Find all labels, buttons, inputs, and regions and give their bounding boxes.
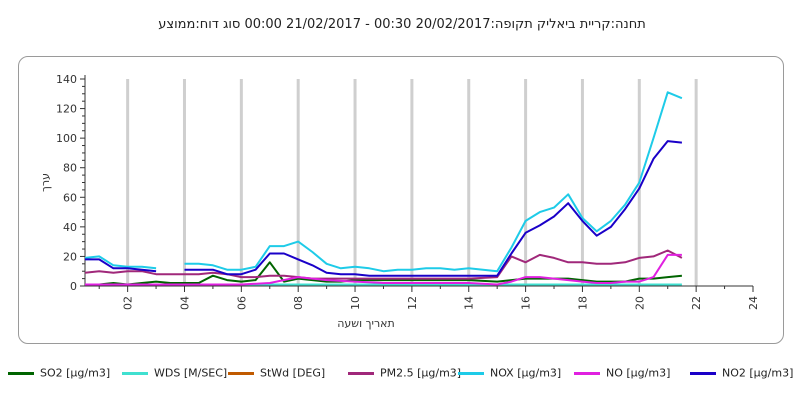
y-tick-label: 120	[56, 103, 77, 116]
x-tick-label: 12	[406, 296, 419, 310]
chart-frame: 0 20 40 60 80 100 120 140 02 04 06 08 10 12 14 16 18 20 22…	[18, 56, 784, 344]
x-tick-label: 16	[520, 296, 533, 310]
y-tick-label: 100	[56, 132, 77, 145]
y-tick-label: 140	[56, 73, 77, 86]
legend-label: NO2 [µg/m3]	[722, 366, 794, 380]
y-tick-label: 0	[70, 280, 77, 293]
x-tick-label: 10	[349, 296, 362, 310]
y-tick-label: 60	[63, 191, 77, 204]
x-tick-label: 02	[122, 296, 135, 310]
page-title: תחנה:קריית ביאליק תקופה:20/02/2017 00:30…	[158, 17, 646, 32]
legend-swatch	[122, 371, 148, 375]
x-tick-label: 22	[690, 296, 703, 310]
y-tick-label: 80	[63, 162, 77, 175]
y-tick-label: 40	[63, 221, 77, 234]
legend-item: WDS [M/SEC]	[122, 366, 227, 382]
y-axis-title: ערך	[39, 173, 52, 192]
x-tick-label: 24	[747, 296, 760, 310]
y-tick-label: 20	[63, 250, 77, 263]
legend-item: SO2 [µg/m3]	[8, 366, 110, 382]
x-tick-label: 06	[235, 296, 248, 310]
legend-label: WDS [M/SEC]	[154, 366, 228, 380]
chart-plot: 0 20 40 60 80 100 120 140 02 04 06 08 10 12 14 16 18 20 22…	[39, 73, 760, 330]
legend-item: StWd [DEG]	[228, 366, 325, 382]
legend-label: PM2.5 [µg/m3]	[380, 366, 462, 380]
chart-legend: SO2 [µg/m3] WDS [M/SEC] StWd [DEG] PM2.5 [µ…	[0, 360, 804, 388]
legend-label: NOX [µg/m3]	[490, 366, 562, 380]
legend-label: SO2 [µg/m3]	[40, 366, 111, 380]
legend-item: NOX [µg/m3]	[458, 366, 561, 382]
x-tick-label: 08	[292, 296, 305, 310]
x-tick-label: 18	[576, 296, 589, 310]
legend-swatch	[8, 371, 34, 375]
series-line-nox	[84, 91, 683, 273]
legend-item: PM2.5 [µg/m3]	[348, 366, 461, 382]
series-line-no	[85, 253, 682, 286]
legend-label: NO [µg/m3]	[606, 366, 671, 380]
legend-swatch	[228, 371, 254, 375]
x-tick-label: 20	[633, 296, 646, 310]
legend-swatch	[458, 371, 484, 375]
legend-item: NO2 [µg/m3]	[690, 366, 793, 382]
x-axis-title: תאריך ושעה	[337, 317, 395, 330]
x-tick-label: 04	[178, 296, 191, 310]
legend-item: NO [µg/m3]	[574, 366, 670, 382]
legend-swatch	[574, 371, 600, 375]
series-line-pm25	[84, 249, 683, 280]
x-tick-label: 14	[463, 296, 476, 310]
legend-label: StWd [DEG]	[260, 366, 326, 380]
legend-swatch	[690, 371, 716, 375]
legend-swatch	[348, 371, 374, 375]
series-line-no2	[85, 140, 683, 277]
